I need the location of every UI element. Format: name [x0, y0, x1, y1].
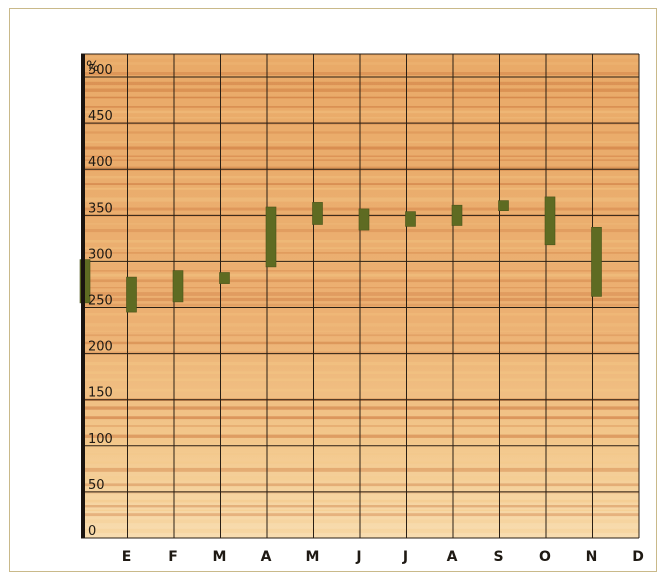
y-tick-label: 250: [88, 294, 113, 309]
range-bar: [312, 202, 323, 225]
x-tick-label: O: [539, 549, 552, 565]
x-tick-label: M: [306, 549, 321, 565]
x-tick-label: A: [261, 549, 273, 565]
y-axis-bar: [81, 54, 85, 538]
y-tick-label: 400: [88, 155, 113, 170]
range-bar: [126, 276, 137, 313]
x-tick-label: M: [213, 549, 228, 565]
y-tick-label: 200: [88, 340, 113, 355]
range-bar: [498, 200, 509, 212]
y-tick-label: 500: [88, 63, 113, 78]
chart-frame: 0 50 100 150 200 250 300 350 400 450 500 E F M A M J J A S…: [9, 8, 657, 572]
range-bar: [591, 227, 602, 297]
range-bar: [544, 196, 556, 246]
unit-label: %: [86, 59, 99, 75]
range-chart: 0 50 100 150 200 250 300 350 400 450 500 E F M A M J J A S…: [79, 53, 645, 565]
range-bar: [172, 270, 184, 303]
y-tick-label: 0: [88, 524, 96, 539]
y-axis-labels: 0 50 100 150 200 250 300 350 400 450 500: [88, 63, 113, 539]
x-tick-label: D: [632, 549, 645, 565]
x-tick-label: J: [402, 549, 409, 565]
x-tick-label: F: [168, 549, 179, 565]
x-tick-label: N: [586, 549, 599, 565]
range-bar: [358, 208, 370, 231]
y-tick-label: 50: [88, 478, 105, 493]
x-tick-label: J: [355, 549, 362, 565]
range-bar: [451, 204, 463, 226]
range-bar: [405, 211, 416, 227]
y-tick-label: 300: [88, 247, 113, 262]
x-tick-label: A: [447, 549, 459, 565]
x-tick-label: S: [493, 549, 504, 565]
y-tick-label: 150: [88, 386, 113, 401]
y-tick-label: 100: [88, 432, 113, 447]
range-bar: [265, 206, 277, 268]
y-tick-label: 350: [88, 201, 113, 216]
range-bar: [219, 272, 230, 284]
x-tick-label: E: [122, 549, 133, 565]
y-tick-label: 450: [88, 109, 113, 124]
